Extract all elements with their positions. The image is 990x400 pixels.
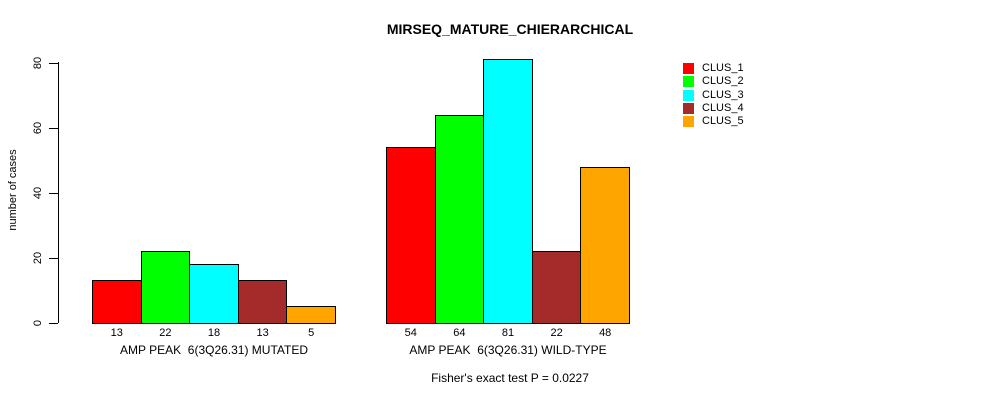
bar-clus_1-group1	[92, 280, 142, 324]
bar-clus_2-group1	[140, 251, 191, 324]
bar-value-label: 18	[207, 327, 221, 339]
bar-value-label: 54	[404, 327, 417, 339]
legend-color-swatch	[683, 103, 694, 115]
legend-color-swatch	[683, 116, 694, 128]
y-axis-tick-label: 0	[32, 319, 44, 326]
y-axis-tick-label: 40	[32, 186, 44, 199]
bar-value-label: 48	[599, 327, 612, 339]
chart-title: MIRSEQ_MATURE_CHIERARCHICAL	[386, 21, 634, 37]
x-axis-group-label: AMP PEAK 6(3Q26.31) WILD-TYPE	[409, 343, 607, 357]
legend-item-clus_4: CLUS_4	[683, 102, 744, 115]
y-axis-title: number of cases	[7, 149, 19, 231]
bar-value-label: 22	[159, 327, 172, 339]
x-axis-group-label: AMP PEAK 6(3Q26.31) MUTATED	[119, 343, 309, 357]
bar-value-label: 5	[308, 327, 315, 339]
y-axis-line	[58, 62, 59, 323]
bar-value-label: 13	[110, 327, 123, 339]
bar-value-label: 22	[550, 327, 563, 339]
y-axis-tick-mark	[49, 127, 58, 129]
legend-color-swatch	[683, 63, 694, 75]
bar-clus_3-group2	[483, 59, 533, 324]
y-axis-tick-mark	[49, 257, 58, 259]
bar-clus_5-group2	[580, 166, 630, 324]
bar-clus_4-group1	[237, 280, 288, 324]
legend-color-swatch	[683, 76, 694, 88]
legend-item-clus_5: CLUS_5	[683, 115, 744, 128]
annotation-text: Fisher's exact test P = 0.0227	[431, 371, 589, 385]
y-axis-tick-label: 20	[32, 251, 44, 264]
legend-label: CLUS_4	[702, 102, 744, 115]
bar-clus_1-group2	[386, 147, 436, 324]
bar-value-label: 81	[501, 327, 515, 339]
legend-color-swatch	[683, 89, 694, 101]
legend-item-clus_3: CLUS_3	[683, 89, 744, 102]
bar-value-label: 64	[453, 327, 466, 339]
bar-clus_3-group1	[189, 264, 239, 324]
legend-label: CLUS_3	[702, 88, 744, 101]
y-axis-tick-mark	[49, 62, 58, 64]
legend-item-clus_1: CLUS_1	[683, 62, 744, 75]
bar-clus_2-group2	[434, 114, 485, 324]
legend-label: CLUS_2	[702, 75, 744, 88]
legend: CLUS_1 CLUS_2 CLUS_3 CLUS_4 CLUS_5	[683, 62, 744, 128]
bar-clus_5-group1	[286, 306, 336, 324]
legend-label: CLUS_5	[702, 115, 744, 128]
bar-clus_4-group2	[531, 251, 582, 324]
y-axis-tick-label: 80	[32, 56, 44, 69]
y-axis-tick-mark	[49, 322, 58, 324]
y-axis-tick-mark	[49, 192, 58, 194]
legend-label: CLUS_1	[702, 62, 744, 75]
y-axis-tick-label: 60	[32, 121, 44, 134]
legend-item-clus_2: CLUS_2	[683, 75, 744, 88]
bar-value-label: 13	[256, 327, 269, 339]
